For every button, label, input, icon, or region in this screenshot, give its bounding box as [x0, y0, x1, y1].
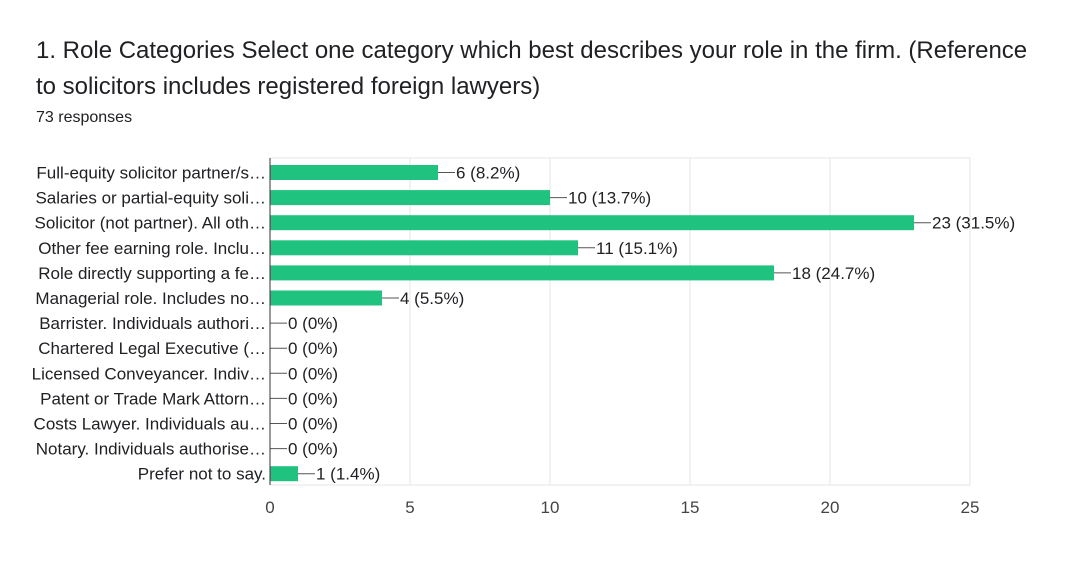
category-label: Role directly supporting a fe… — [38, 264, 266, 283]
category-label: Patent or Trade Mark Attorn… — [40, 389, 266, 408]
bar — [270, 165, 438, 180]
category-label: Solicitor (not partner). All oth… — [35, 214, 266, 233]
data-label: 10 (13.7%) — [568, 189, 651, 208]
category-label: Salaries or partial-equity soli… — [35, 189, 266, 208]
category-label: Costs Lawyer. Individuals au… — [34, 415, 266, 434]
category-label: Full-equity solicitor partner/s… — [36, 164, 266, 183]
category-label: Managerial role. Includes no… — [35, 289, 266, 308]
category-label: Licensed Conveyancer. Indiv… — [32, 364, 266, 383]
x-tick-label: 25 — [961, 498, 980, 517]
bar — [270, 466, 298, 482]
category-label: Prefer not to say. — [138, 465, 266, 484]
category-label: Barrister. Individuals authori… — [39, 314, 266, 333]
data-label: 6 (8.2%) — [456, 164, 520, 183]
data-label: 0 (0%) — [288, 339, 338, 358]
x-tick-label: 20 — [821, 498, 840, 517]
category-label: Notary. Individuals authorise… — [36, 440, 266, 459]
data-label: 11 (15.1%) — [596, 239, 678, 258]
bar — [270, 290, 382, 306]
x-tick-label: 5 — [405, 498, 414, 517]
category-label: Other fee earning role. Inclu… — [38, 239, 266, 258]
bar — [270, 240, 578, 256]
data-label: 1 (1.4%) — [316, 465, 380, 484]
chart-title: 1. Role Categories Select one category w… — [36, 37, 1028, 100]
data-label: 0 (0%) — [288, 314, 338, 333]
data-label: 23 (31.5%) — [932, 214, 1015, 233]
x-tick-label: 15 — [681, 498, 700, 517]
category-label: Chartered Legal Executive (… — [38, 339, 266, 358]
x-tick-label: 10 — [541, 498, 560, 517]
data-label: 18 (24.7%) — [792, 264, 875, 283]
data-label: 0 (0%) — [288, 440, 338, 459]
bar — [270, 215, 914, 231]
data-label: 0 (0%) — [288, 415, 338, 434]
bar — [270, 265, 774, 281]
bar — [270, 190, 550, 206]
data-label: 0 (0%) — [288, 364, 338, 383]
response-count: 73 responses — [36, 109, 133, 126]
data-label: 0 (0%) — [288, 389, 338, 408]
data-label: 4 (5.5%) — [400, 289, 464, 308]
x-tick-label: 0 — [265, 498, 274, 517]
